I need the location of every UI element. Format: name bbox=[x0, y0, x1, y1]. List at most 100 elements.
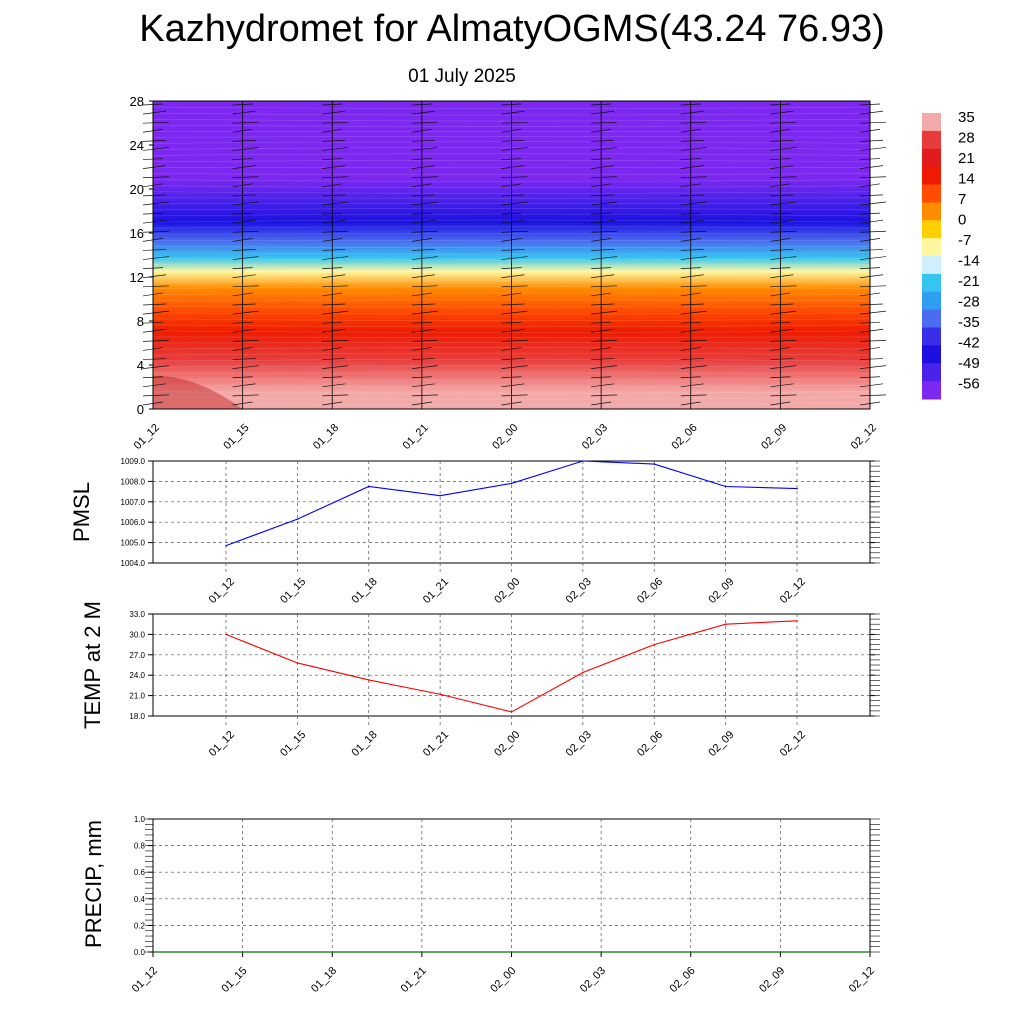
wind-barb bbox=[591, 201, 618, 206]
wind-barb bbox=[591, 340, 618, 342]
colorbar-label: 0 bbox=[958, 212, 966, 229]
wind-barb bbox=[859, 121, 887, 124]
wind-barb bbox=[770, 267, 791, 269]
y-tick-label: 8 bbox=[137, 314, 144, 329]
wind-barb bbox=[142, 383, 167, 388]
wind-barb bbox=[142, 230, 170, 233]
wind-barb bbox=[322, 147, 349, 151]
x-tick-label: 02_00 bbox=[490, 422, 520, 452]
wind-barb bbox=[770, 383, 794, 388]
wind-barb bbox=[142, 365, 170, 369]
wind-barb bbox=[501, 121, 528, 124]
x-tick-label: 01_12 bbox=[207, 729, 237, 759]
wind-barb bbox=[232, 401, 253, 406]
wind-barb bbox=[680, 321, 701, 324]
series-point bbox=[582, 460, 584, 462]
x-tick-label: 02_06 bbox=[635, 576, 665, 606]
wind-barb bbox=[591, 110, 615, 115]
wind-barb bbox=[680, 274, 704, 279]
wind-barb bbox=[232, 121, 259, 124]
wind-barb bbox=[232, 383, 256, 388]
wind-barb bbox=[591, 383, 615, 388]
wind-barb bbox=[591, 128, 612, 133]
wind-barb bbox=[859, 328, 884, 333]
colorbar-label: -28 bbox=[958, 294, 980, 311]
y-tick-label: 18.0 bbox=[129, 712, 145, 721]
x-tick-label: 02_09 bbox=[706, 729, 736, 759]
x-tick-label: 02_00 bbox=[488, 965, 518, 995]
wind-barb bbox=[232, 256, 259, 260]
wind-barb bbox=[501, 347, 522, 351]
wind-barb bbox=[770, 165, 794, 169]
wind-barb bbox=[680, 376, 701, 379]
wind-barb bbox=[501, 292, 522, 297]
wind-barb bbox=[232, 140, 256, 142]
x-tick-label: 02_03 bbox=[580, 422, 610, 452]
wind-barb bbox=[322, 274, 346, 279]
wind-barb bbox=[680, 121, 707, 124]
colorbar-swatch bbox=[922, 273, 941, 293]
x-tick-label: 01_18 bbox=[311, 422, 341, 452]
wind-barb bbox=[142, 110, 167, 115]
wind-barb bbox=[591, 274, 615, 279]
wind-barb bbox=[142, 165, 167, 169]
colorbar-label: -7 bbox=[958, 232, 971, 249]
wind-barb bbox=[501, 165, 525, 169]
wind-barb bbox=[411, 238, 432, 242]
wind-barb bbox=[680, 219, 704, 224]
wind-barb bbox=[232, 249, 256, 251]
wind-barb bbox=[322, 176, 349, 179]
colorbar-label: -14 bbox=[958, 253, 980, 270]
colorbar-label: 21 bbox=[958, 150, 975, 167]
wind-barb bbox=[770, 256, 797, 260]
wind-barb bbox=[322, 249, 346, 251]
wind-barb bbox=[591, 158, 612, 160]
wind-barb bbox=[501, 158, 522, 160]
wind-barb bbox=[322, 358, 346, 360]
wind-barb bbox=[591, 401, 612, 406]
wind-barb bbox=[501, 230, 528, 233]
wind-barb bbox=[322, 183, 343, 188]
x-tick-label: 02_12 bbox=[847, 965, 877, 995]
wind-barb bbox=[501, 219, 525, 224]
colorbar-label: 7 bbox=[958, 191, 966, 208]
wind-barb bbox=[411, 103, 432, 106]
wind-barb bbox=[232, 303, 256, 306]
wind-barb bbox=[142, 358, 167, 360]
wind-barb bbox=[411, 140, 435, 142]
wind-barb bbox=[411, 176, 438, 179]
wind-barb bbox=[591, 183, 612, 188]
wind-barb bbox=[232, 267, 253, 269]
wind-barb bbox=[680, 158, 701, 160]
wind-barb bbox=[142, 274, 167, 279]
y-tick-label: 21.0 bbox=[129, 692, 145, 701]
wind-barb bbox=[680, 365, 707, 369]
wind-barb bbox=[770, 328, 794, 333]
wind-barb bbox=[591, 328, 615, 333]
series-point bbox=[724, 623, 727, 625]
series-point bbox=[796, 620, 798, 622]
wind-barb bbox=[770, 212, 791, 215]
wind-barb bbox=[680, 310, 707, 315]
y-tick-label: 0.2 bbox=[134, 921, 146, 930]
y-tick-label: 20 bbox=[130, 182, 144, 197]
wind-barb bbox=[501, 267, 522, 269]
wind-barb bbox=[411, 230, 438, 233]
wind-barb-column bbox=[322, 101, 349, 409]
colorbar-label: -42 bbox=[958, 335, 980, 352]
wind-barb bbox=[232, 176, 259, 179]
wind-barb bbox=[501, 110, 525, 115]
wind-barb bbox=[501, 103, 522, 106]
wind-barb bbox=[501, 128, 522, 133]
chart-subtitle: 01 July 2025 bbox=[408, 66, 516, 87]
y-tick-label: 30.0 bbox=[129, 630, 145, 639]
x-tick-label: 02_06 bbox=[635, 729, 665, 759]
wind-barb bbox=[322, 401, 343, 406]
wind-barb bbox=[770, 321, 791, 324]
wind-barb bbox=[770, 249, 794, 251]
wind-barb bbox=[680, 110, 704, 115]
x-tick-label: 01_15 bbox=[278, 576, 308, 606]
wind-barb bbox=[859, 110, 884, 115]
wind-barb bbox=[859, 383, 884, 388]
